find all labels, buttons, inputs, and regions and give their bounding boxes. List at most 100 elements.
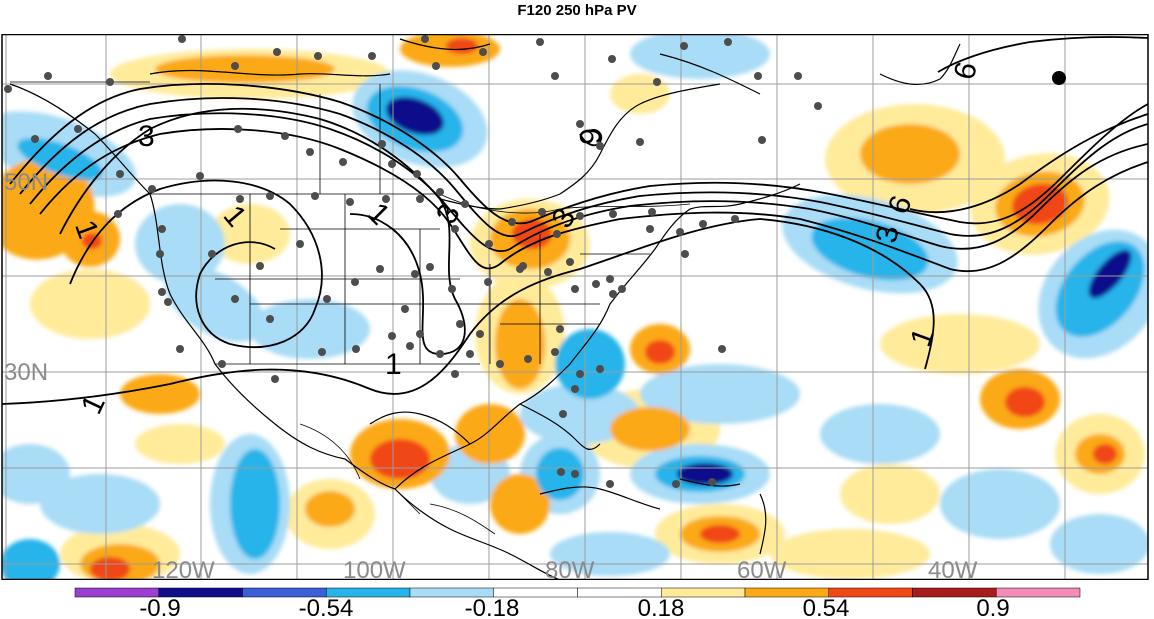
station-marker [411,270,419,278]
station-marker [606,480,614,488]
station-marker [382,195,390,203]
colorbar-tick-label: 0.18 [638,595,685,619]
pv-map: 1 1 1 1 1 1 3 3 3 3 6 6 6 50N 30N 120W 1… [1,34,1149,580]
station-marker [479,48,487,56]
station-marker [496,360,504,368]
station-marker [456,320,464,328]
lon-label-100w: 100W [343,557,406,580]
station-marker [608,55,616,63]
station-marker [236,195,244,203]
station-marker [461,200,469,208]
colorbar-swatch [996,587,1081,598]
station-marker [609,210,617,218]
station-marker [596,365,604,373]
station-marker [699,220,707,228]
lon-label-120w: 120W [152,557,215,580]
contour-label-3: 3 [138,120,155,153]
colorbar-tick-label: -0.9 [139,595,180,619]
station-marker [484,278,492,286]
pv-anomaly-region [820,404,940,464]
station-marker [266,192,274,200]
station-marker [596,142,604,150]
station-marker [388,332,396,340]
station-marker [571,285,579,293]
lat-label-30n: 30N [4,359,48,386]
station-marker [794,72,802,80]
colorbar-swatches [74,587,1081,598]
station-marker [378,140,386,148]
station-marker [164,298,172,306]
station-marker [508,218,516,226]
station-marker [271,375,279,383]
station-marker [413,170,421,178]
station-marker [306,148,314,156]
station-marker [551,348,559,356]
station-marker [519,262,527,270]
station-marker [318,348,326,356]
station-marker [814,102,822,110]
station-marker [106,78,114,86]
station-marker [256,262,264,270]
pv-anomaly-region [2,444,70,504]
station-marker [436,350,444,358]
pv-anomaly-region [555,329,625,399]
lon-label-80w: 80W [545,557,595,580]
station-marker [559,410,567,418]
station-marker [566,258,574,266]
pv-anomaly-region [640,364,800,424]
station-marker [553,230,561,238]
station-marker [426,263,434,271]
station-marker [208,250,216,258]
colorbar-tick-label: -0.18 [465,595,520,619]
colorbar-tick-label: 0.54 [803,595,850,619]
station-marker [234,125,242,133]
pv-anomaly-region [40,474,160,534]
pv-anomaly-region [155,55,335,83]
map-frame [1,34,1149,580]
political-boundaries [10,81,691,535]
pv-anomaly-region [446,38,478,54]
contour-label-6: 6 [573,128,606,145]
station-marker [158,225,166,233]
pv-anomaly-region [165,266,265,342]
station-marker [576,120,584,128]
station-marker [731,215,739,223]
station-marker [416,330,424,338]
contour-label-3: 3 [870,223,905,245]
pv-anomaly-region [700,525,740,543]
pv-anomaly-region [305,491,355,527]
station-marker [592,280,600,288]
pv-anomaly-region [1093,444,1117,464]
station-marker [708,478,716,486]
pv-anomaly-region [386,97,444,135]
station-marker [178,35,186,43]
station-marker [676,228,684,236]
station-marker [758,136,766,144]
map-title: F120 250 hPa PV [517,2,637,19]
pv-anomaly-region [610,74,670,114]
station-marker [323,295,331,303]
pv-anomaly-region [17,138,103,180]
station-marker [432,62,440,70]
pv-anomaly-region [860,124,960,184]
station-marker [536,38,544,46]
pv-anomaly-region [90,557,130,580]
station-marker [116,170,124,178]
station-marker [421,35,429,43]
pv-anomaly-region [770,529,930,579]
station-marker [281,132,289,140]
lon-label-60w: 60W [737,557,787,580]
station-marker [724,38,732,46]
pv-anomaly-region [677,463,733,485]
station-marker [416,195,424,203]
station-marker [376,265,384,273]
station-marker [681,250,689,258]
station-marker [4,85,12,93]
station-marker [406,342,414,350]
pv-anomaly-region [230,449,280,559]
station-marker [718,345,726,353]
station-marker [636,138,644,146]
pv-anomaly-region [880,314,1040,374]
station-marker [401,305,409,313]
station-marker [618,285,626,293]
